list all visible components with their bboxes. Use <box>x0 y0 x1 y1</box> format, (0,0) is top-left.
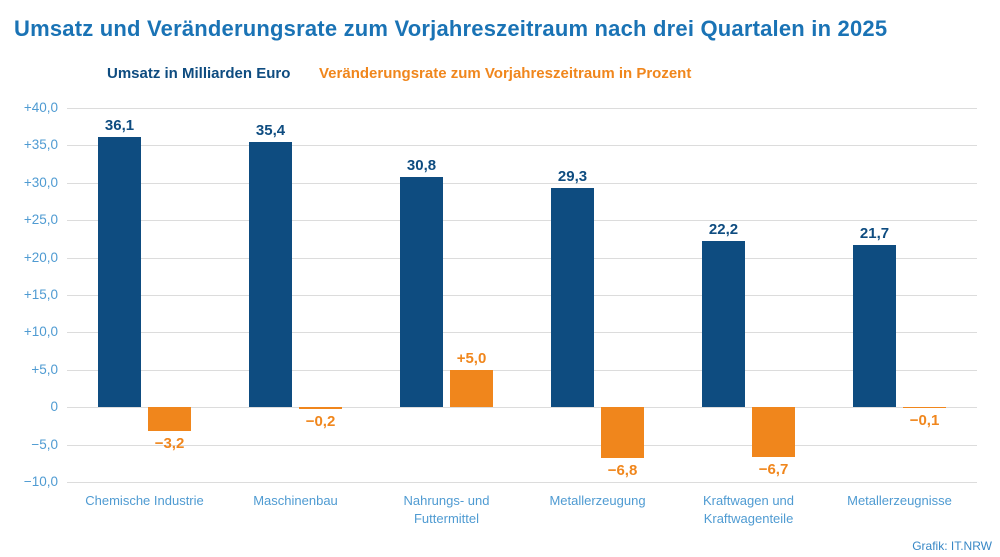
umsatz-value-label: 22,2 <box>708 221 739 239</box>
y-tick-label: +5,0 <box>31 361 58 377</box>
category-label: Kraftwagen und Kraftwagenteile <box>702 493 795 526</box>
bar-rate <box>903 407 946 409</box>
category-label: Nahrungs- und Futtermittel <box>403 493 490 526</box>
gridline <box>67 108 977 109</box>
plot-area: 36,1 −3,2 Chemische Industrie 35,4 −0,2 Masch… <box>67 108 977 526</box>
y-tick-label: +35,0 <box>23 137 58 153</box>
bar-rate <box>752 407 795 458</box>
y-tick-label: +20,0 <box>23 249 58 265</box>
gridline <box>67 295 977 296</box>
rate-value-label: −0,2 <box>305 412 336 430</box>
category-label: Metallerzeugnisse <box>847 493 952 508</box>
y-tick-label: +10,0 <box>23 324 58 340</box>
rate-value-label: −3,2 <box>154 435 185 453</box>
gridline <box>67 369 977 371</box>
legend-umsatz-label: Umsatz in Milliarden Euro <box>107 65 291 82</box>
gridline <box>67 332 977 334</box>
category-label: Metallerzeugung <box>549 493 646 508</box>
umsatz-value-label: 35,4 <box>255 122 286 140</box>
bar-umsatz <box>400 176 443 408</box>
umsatz-value-label: 36,1 <box>104 117 135 135</box>
bar-umsatz <box>853 244 896 408</box>
y-tick-label: −10,0 <box>23 474 58 489</box>
y-axis-tick-labels: +40,0 +35,0 +30,0 +25,0 +20,0 +15,0 +10,0 +5,0 0… <box>0 100 58 489</box>
rate-value-label: −6,7 <box>758 461 789 479</box>
bar-umsatz <box>249 142 292 408</box>
gridline <box>67 407 977 409</box>
y-tick-label: 0 <box>50 399 58 415</box>
y-tick-label: +40,0 <box>23 100 58 115</box>
legend-rate-label: Veränderungsrate zum Vorjahreszeitraum i… <box>319 65 692 82</box>
bar-rate <box>601 407 644 459</box>
gridline <box>67 220 977 222</box>
y-tick-label: +30,0 <box>23 174 58 190</box>
y-tick-label: +25,0 <box>23 212 58 228</box>
gridline <box>67 482 977 483</box>
rate-value-label: −0,1 <box>909 412 940 430</box>
chart-legend: Umsatz in Milliarden Euro Veränderungsra… <box>0 65 1000 85</box>
category-label: Chemische Industrie <box>85 493 204 508</box>
gridline <box>67 257 977 259</box>
bar-rate <box>299 407 342 409</box>
category-label: Maschinenbau <box>253 493 338 508</box>
gridline <box>67 182 977 184</box>
gridline <box>67 145 977 147</box>
chart-title: Umsatz und Veränderungsrate zum Vorjahre… <box>14 16 888 41</box>
bar-umsatz <box>702 241 745 408</box>
gridline <box>67 444 977 446</box>
y-tick-label: +15,0 <box>23 287 58 302</box>
bar-umsatz <box>551 188 594 408</box>
rate-value-label: −6,8 <box>607 462 638 480</box>
umsatz-value-label: 29,3 <box>557 168 588 186</box>
bar-rate <box>450 369 493 408</box>
umsatz-value-label: 30,8 <box>406 156 437 174</box>
umsatz-value-label: 21,7 <box>859 224 890 242</box>
bar-umsatz <box>98 137 141 408</box>
bar-rate <box>148 407 191 432</box>
credit-label: Grafik: IT.NRW <box>912 539 992 553</box>
rate-value-label: +5,0 <box>456 349 487 367</box>
y-tick-label: −5,0 <box>31 436 58 452</box>
